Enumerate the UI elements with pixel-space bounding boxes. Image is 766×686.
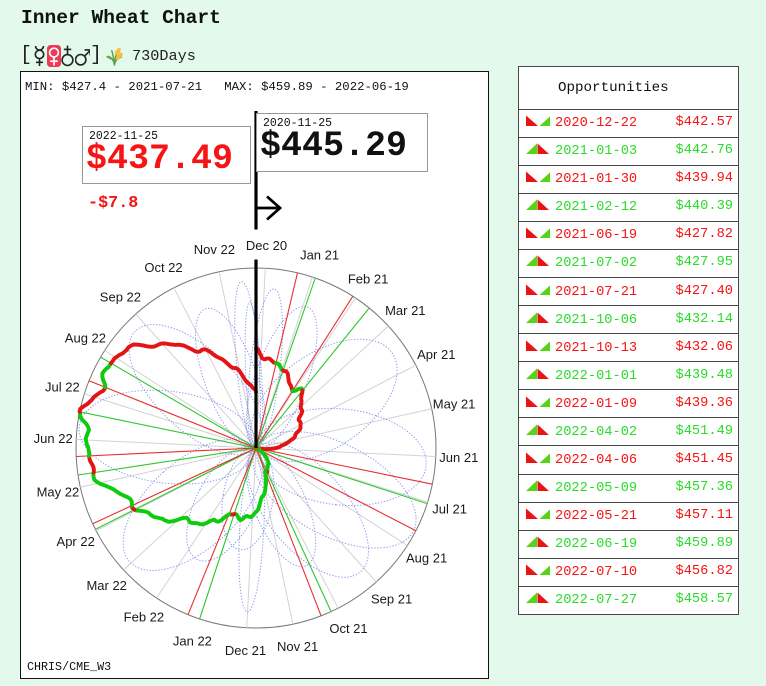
svg-text:Sep 21: Sep 21 bbox=[371, 592, 412, 607]
svg-text:Dec 21: Dec 21 bbox=[225, 643, 266, 658]
svg-text:Mar 21: Mar 21 bbox=[385, 303, 425, 318]
svg-text:Jul 21: Jul 21 bbox=[432, 502, 467, 517]
svg-text:Sep 22: Sep 22 bbox=[100, 289, 141, 304]
svg-text:Oct 22: Oct 22 bbox=[144, 260, 182, 275]
svg-text:Jan 21: Jan 21 bbox=[300, 248, 339, 263]
svg-text:May 21: May 21 bbox=[433, 396, 476, 411]
svg-text:Apr 22: Apr 22 bbox=[57, 534, 95, 549]
svg-text:Feb 22: Feb 22 bbox=[124, 610, 164, 625]
svg-text:Nov 21: Nov 21 bbox=[277, 639, 318, 654]
svg-text:Feb 21: Feb 21 bbox=[348, 271, 388, 286]
svg-text:Nov 22: Nov 22 bbox=[194, 242, 235, 257]
svg-text:Jun 21: Jun 21 bbox=[439, 450, 478, 465]
svg-text:Aug 21: Aug 21 bbox=[406, 551, 447, 566]
svg-text:Oct 21: Oct 21 bbox=[329, 621, 367, 636]
svg-text:Apr 21: Apr 21 bbox=[417, 347, 455, 362]
svg-text:May 22: May 22 bbox=[37, 485, 80, 500]
svg-text:Jan 22: Jan 22 bbox=[173, 633, 212, 648]
svg-text:Aug 22: Aug 22 bbox=[65, 331, 106, 346]
svg-text:Mar 22: Mar 22 bbox=[86, 578, 126, 593]
svg-text:Jun 22: Jun 22 bbox=[34, 431, 73, 446]
svg-text:Dec 20: Dec 20 bbox=[246, 238, 287, 253]
svg-text:Jul 22: Jul 22 bbox=[45, 379, 80, 394]
